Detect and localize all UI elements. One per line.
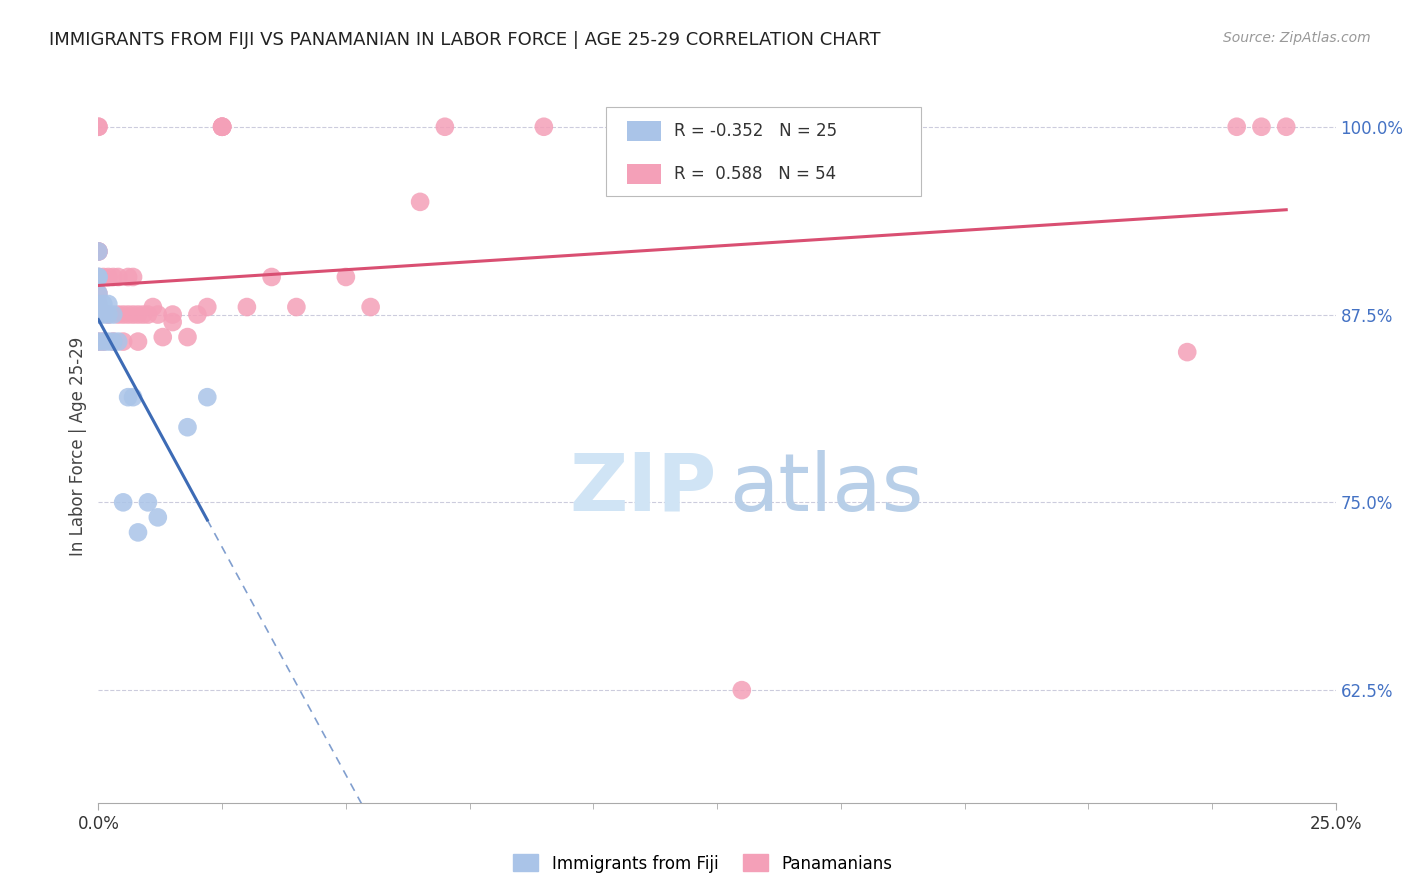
Point [146, 308, 169, 322]
Point [162, 308, 184, 322]
Point [87, 244, 110, 259]
Bar [627, 121, 661, 141]
Y-axis label: In Labor Force | Age 25-29: In Labor Force | Age 25-29 [69, 336, 87, 556]
Point [107, 270, 129, 285]
Point [260, 270, 283, 285]
Point [127, 334, 149, 349]
Point [211, 120, 233, 134]
Point [97, 297, 120, 311]
Bar [627, 164, 661, 184]
Point [87, 244, 110, 259]
Point [1175, 345, 1198, 359]
Point [731, 683, 754, 698]
Point [146, 510, 169, 524]
Point [127, 525, 149, 540]
Point [1275, 120, 1298, 134]
Point [236, 300, 259, 314]
Point [87, 308, 110, 322]
Point [93, 270, 115, 285]
Point [132, 308, 155, 322]
Text: R = -0.352   N = 25: R = -0.352 N = 25 [673, 122, 837, 140]
Point [93, 334, 115, 349]
Point [195, 300, 218, 314]
Point [103, 308, 125, 322]
Point [97, 334, 120, 349]
Point [87, 308, 110, 322]
Point [285, 300, 308, 314]
Point [112, 334, 135, 349]
Point [122, 390, 145, 404]
Point [433, 120, 456, 134]
Point [87, 120, 110, 134]
Point [87, 334, 110, 349]
Point [87, 120, 110, 134]
Point [211, 120, 233, 134]
Point [136, 308, 159, 322]
Point [176, 420, 198, 434]
Point [360, 300, 382, 314]
Point [87, 270, 110, 285]
Point [112, 495, 135, 509]
Point [117, 270, 139, 285]
Text: IMMIGRANTS FROM FIJI VS PANAMANIAN IN LABOR FORCE | AGE 25-29 CORRELATION CHART: IMMIGRANTS FROM FIJI VS PANAMANIAN IN LA… [49, 31, 880, 49]
Point [97, 308, 120, 322]
Point [176, 330, 198, 344]
Point [93, 334, 115, 349]
Point [97, 270, 120, 285]
Point [97, 308, 120, 322]
Point [122, 270, 145, 285]
Point [117, 308, 139, 322]
Point [186, 308, 208, 322]
Point [112, 308, 135, 322]
Point [136, 495, 159, 509]
Text: Source: ZipAtlas.com: Source: ZipAtlas.com [1223, 31, 1371, 45]
Point [152, 330, 174, 344]
Point [87, 308, 110, 322]
Point [103, 334, 125, 349]
Point [87, 297, 110, 311]
Legend: Immigrants from Fiji, Panamanians: Immigrants from Fiji, Panamanians [506, 847, 900, 880]
Point [533, 120, 555, 134]
Point [93, 308, 115, 322]
Point [93, 297, 115, 311]
Text: atlas: atlas [730, 450, 924, 528]
Point [335, 270, 357, 285]
Point [87, 244, 110, 259]
Point [87, 286, 110, 301]
Point [87, 270, 110, 285]
Point [87, 334, 110, 349]
Point [127, 308, 149, 322]
Point [1226, 120, 1249, 134]
Text: R =  0.588   N = 54: R = 0.588 N = 54 [673, 165, 837, 183]
Point [103, 270, 125, 285]
Point [87, 270, 110, 285]
Point [87, 297, 110, 311]
FancyBboxPatch shape [606, 107, 921, 196]
Point [87, 308, 110, 322]
Point [122, 308, 145, 322]
Point [162, 315, 184, 329]
Point [107, 334, 129, 349]
Point [107, 308, 129, 322]
Point [1250, 120, 1272, 134]
Point [211, 120, 233, 134]
Point [195, 390, 218, 404]
Text: ZIP: ZIP [569, 450, 717, 528]
Point [211, 120, 233, 134]
Point [103, 334, 125, 349]
Point [87, 286, 110, 301]
Point [117, 390, 139, 404]
Point [409, 194, 432, 209]
Point [142, 300, 165, 314]
